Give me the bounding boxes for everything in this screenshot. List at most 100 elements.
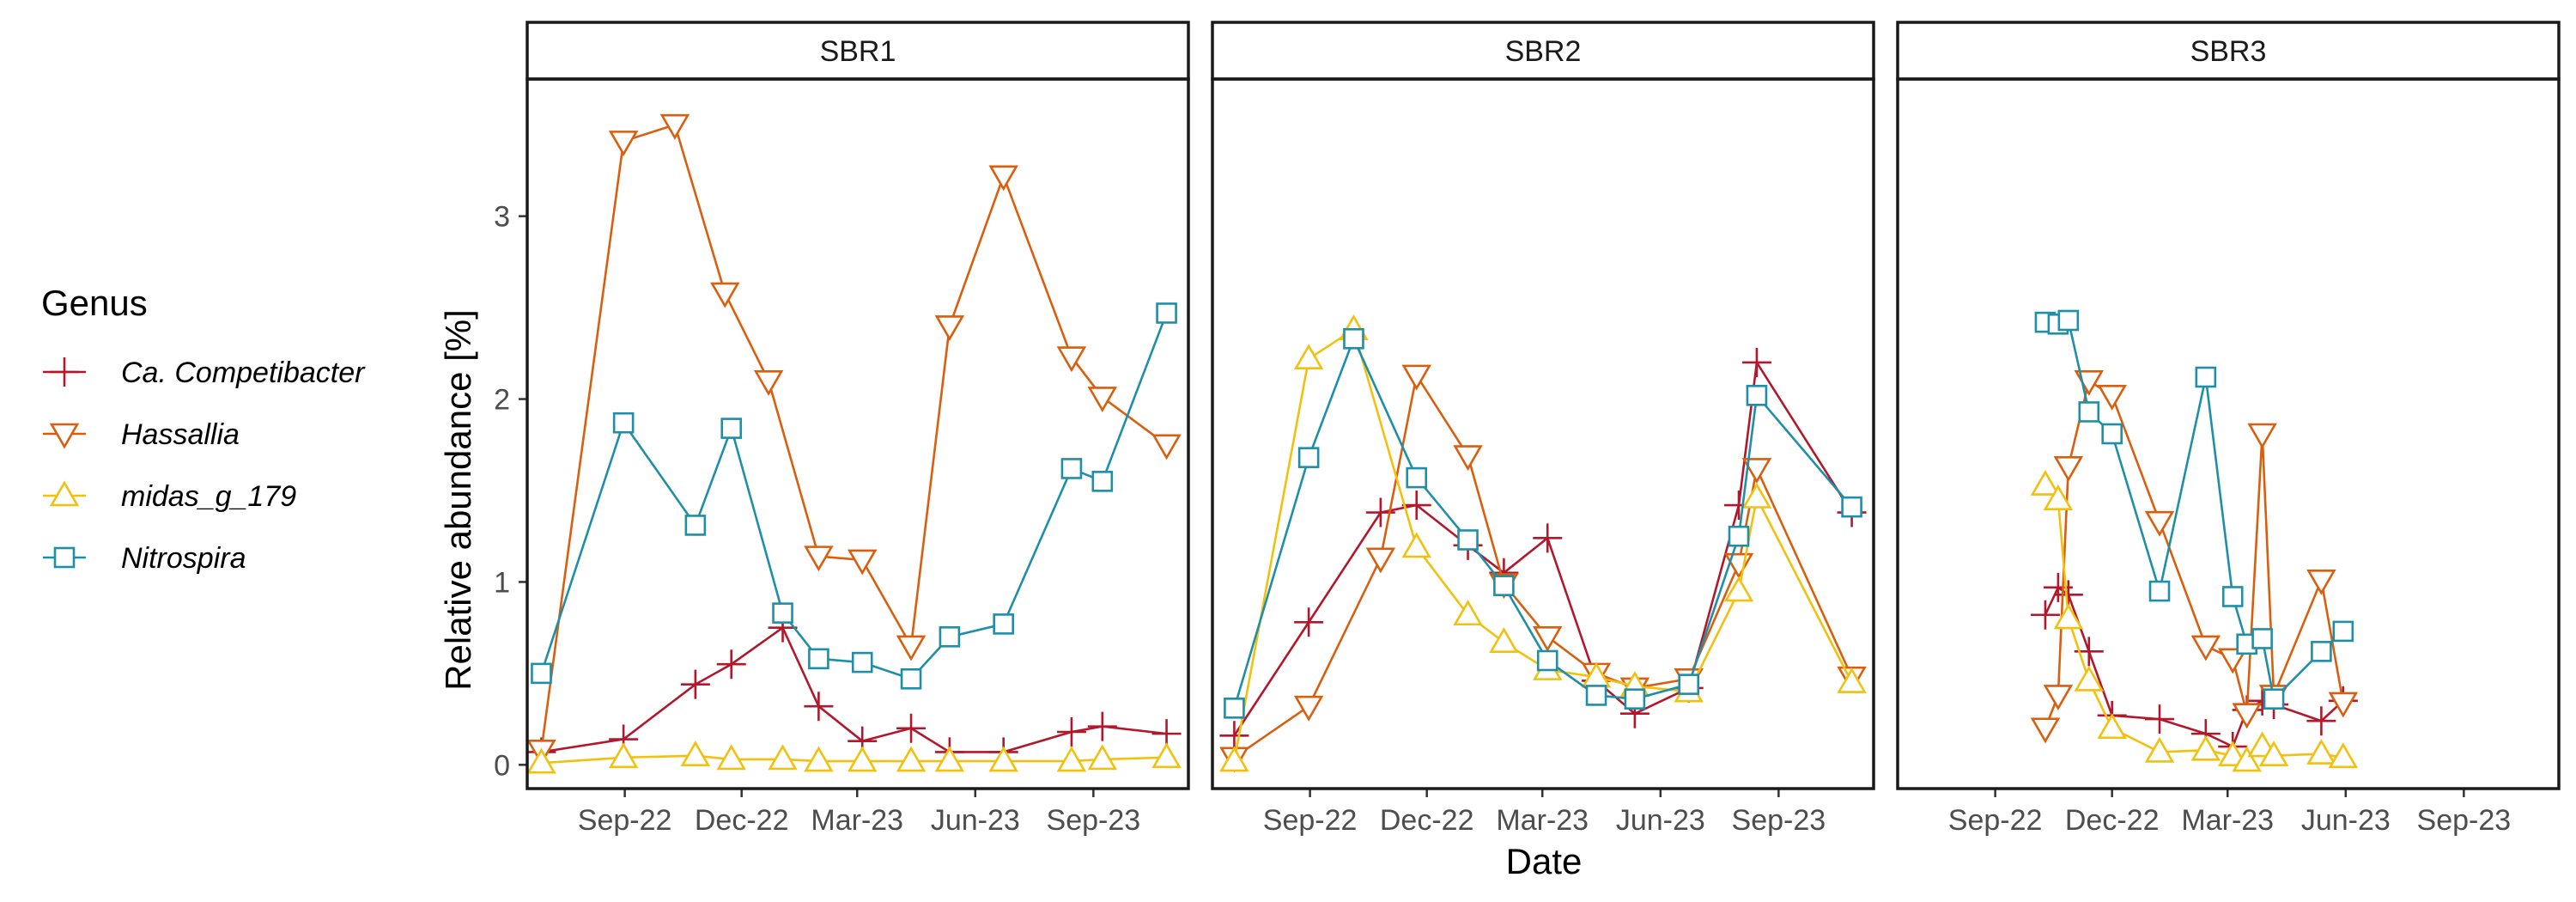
data-point-nitrospira <box>1536 649 1558 672</box>
data-point-midas-g-179 <box>2097 713 2127 740</box>
data-point-hassallia <box>847 549 878 576</box>
data-point-ca-competibacter <box>2306 706 2336 736</box>
panel-border <box>1896 77 2561 790</box>
data-point-midas-g-179 <box>2232 746 2262 772</box>
data-point-nitrospira <box>2221 586 2244 607</box>
series-group <box>526 113 1182 774</box>
legend-item-hassallia: Hassallia <box>43 418 240 451</box>
data-point-nitrospira <box>1406 466 1428 489</box>
data-point-ca-competibacter <box>1056 717 1086 747</box>
data-point-nitrospira <box>720 417 743 439</box>
data-point-nitrospira <box>684 515 707 536</box>
series-group <box>1219 314 1867 773</box>
x-tick-label: Sep-23 <box>1047 804 1141 837</box>
x-tick-label: Jun-23 <box>931 804 1020 837</box>
x-tick-label: Mar-23 <box>1496 804 1589 837</box>
legend-key-marker <box>53 546 76 569</box>
y-tick-label: 1 <box>494 566 510 599</box>
x-tick-label: Sep-22 <box>578 804 672 837</box>
data-point-nitrospira <box>939 626 961 648</box>
data-point-hassallia <box>2328 692 2359 718</box>
data-point-midas-g-179 <box>608 742 639 769</box>
data-point-hassallia <box>934 315 965 341</box>
data-point-ca-competibacter <box>716 649 746 680</box>
data-point-nitrospira <box>900 667 922 690</box>
data-point-midas-g-179 <box>934 746 965 772</box>
data-point-nitrospira <box>2251 628 2273 649</box>
data-point-nitrospira <box>1343 327 1364 350</box>
data-point-midas-g-179 <box>988 746 1018 772</box>
facet-strip-label: SBR2 <box>1505 35 1582 68</box>
data-point-hassallia <box>2097 384 2127 411</box>
legend-title: Genus <box>41 283 148 323</box>
data-point-nitrospira <box>2148 580 2171 602</box>
series-line-ca-competibacter <box>2044 585 2344 748</box>
data-point-midas-g-179 <box>2053 603 2084 630</box>
data-point-hassallia <box>1401 364 1431 391</box>
data-point-hassallia <box>2043 685 2074 711</box>
panel-border <box>526 77 1190 790</box>
y-tick-label: 0 <box>494 749 510 782</box>
data-point-midas-g-179 <box>847 746 878 772</box>
data-point-hassallia <box>2190 635 2221 661</box>
data-point-hassallia <box>608 131 639 156</box>
legend-item-nitrospira: Nitrospira <box>43 542 246 575</box>
data-point-midas-g-179 <box>2074 665 2105 692</box>
data-point-nitrospira <box>2078 401 2100 423</box>
data-point-ca-competibacter <box>1401 491 1431 521</box>
data-point-nitrospira <box>1728 525 1750 547</box>
data-point-hassallia <box>2217 648 2248 674</box>
y-tick-label: 2 <box>494 384 510 417</box>
data-point-nitrospira <box>2101 423 2123 445</box>
legend-item-ca-competibacter: Ca. Competibacter <box>43 357 366 389</box>
data-point-nitrospira <box>1746 384 1768 406</box>
data-point-nitrospira <box>2263 688 2285 710</box>
data-point-ca-competibacter <box>1294 607 1324 637</box>
data-point-nitrospira <box>1224 698 1245 719</box>
facet-panel-sbr1: SBR1 Sep-22 Dec-22 Mar-23 Jun-23 Sep-23 0 1 2 3 <box>494 21 1190 837</box>
data-point-midas-g-179 <box>680 740 711 766</box>
data-point-midas-g-179 <box>2144 736 2175 763</box>
data-point-nitrospira <box>2057 309 2080 332</box>
y-tick-label: 3 <box>494 201 510 234</box>
y-axis-title: Relative abundance [%] <box>438 309 478 691</box>
data-point-hassallia <box>1453 445 1483 472</box>
data-point-nitrospira <box>851 651 873 673</box>
data-point-hassallia <box>2030 717 2061 744</box>
series-line-midas-g-179 <box>2044 484 2344 763</box>
data-point-midas-g-179 <box>1087 744 1118 771</box>
data-point-ca-competibacter <box>804 692 834 722</box>
data-point-hassallia <box>1056 346 1087 373</box>
facet-strip-box <box>526 21 1190 81</box>
data-point-ca-competibacter <box>680 669 710 699</box>
data-point-midas-g-179 <box>1453 600 1483 626</box>
series-group <box>2030 309 2359 772</box>
data-point-ca-competibacter <box>896 713 927 743</box>
data-point-hassallia <box>2053 456 2084 482</box>
x-tick-label: Jun-23 <box>1616 804 1705 837</box>
data-point-midas-g-179 <box>1293 344 1324 370</box>
data-point-hassallia <box>804 545 834 572</box>
data-point-nitrospira <box>612 411 635 434</box>
data-point-nitrospira <box>2311 641 2332 662</box>
data-point-ca-competibacter <box>2030 600 2060 630</box>
facet-panel-sbr2: SBR2 Sep-22 Dec-22 Mar-23 Jun-23 Sep-23 <box>1211 21 1875 837</box>
data-point-hassallia <box>659 113 690 140</box>
legend-item-midas-g-179: midas_g_179 <box>43 480 296 513</box>
series-line-ca-competibacter <box>541 625 1167 753</box>
panel-border <box>1211 77 1875 790</box>
data-point-midas-g-179 <box>2190 734 2221 761</box>
data-point-hassallia <box>988 165 1018 192</box>
data-point-ca-competibacter <box>1741 347 1771 377</box>
data-point-hassallia <box>2306 570 2336 595</box>
data-point-midas-g-179 <box>2258 740 2289 766</box>
facet-strip-box <box>1211 21 1875 81</box>
data-point-hassallia <box>710 282 740 308</box>
data-point-nitrospira <box>993 613 1014 635</box>
data-point-nitrospira <box>1841 496 1862 518</box>
legend-key-marker <box>50 357 79 387</box>
data-point-ca-competibacter <box>1087 711 1117 741</box>
x-tick-label: Sep-22 <box>1948 804 2043 837</box>
